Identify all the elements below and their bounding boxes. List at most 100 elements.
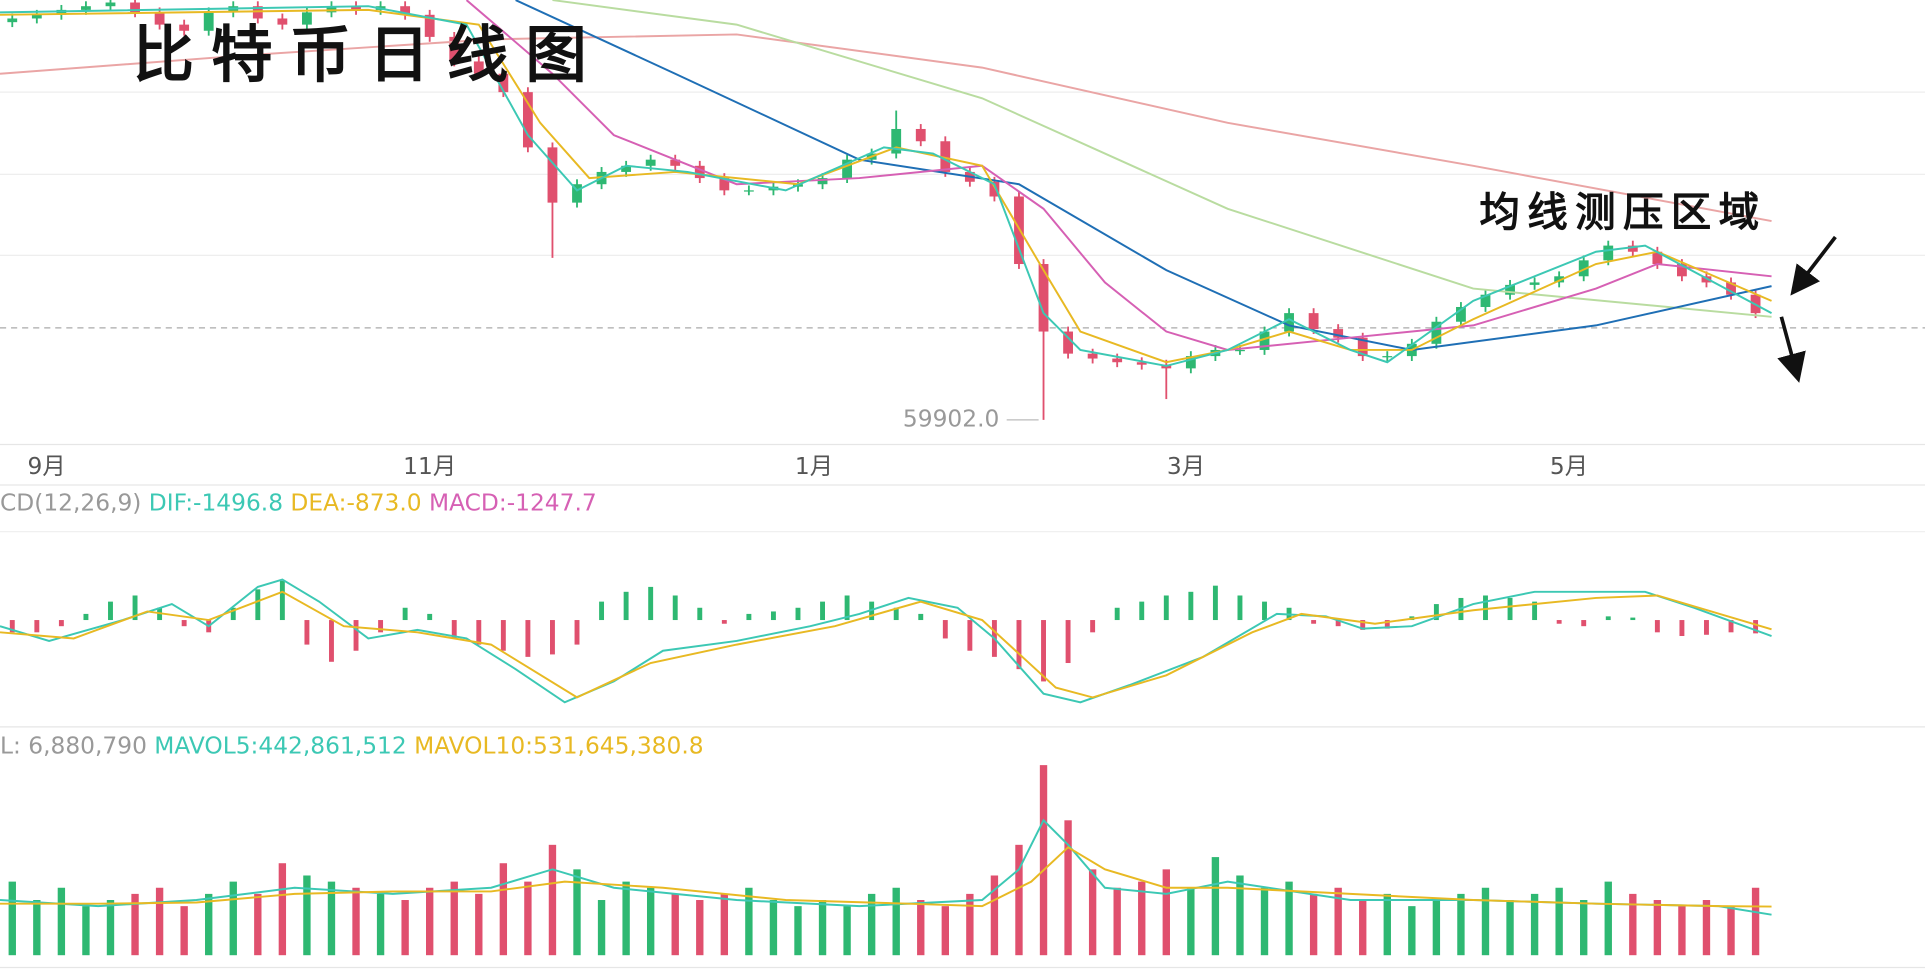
- volume-bar: [1138, 881, 1146, 956]
- candle-body: [1505, 284, 1515, 295]
- volume-bar: [1211, 857, 1220, 956]
- macd-bar: [1728, 620, 1734, 633]
- macd-bar: [1041, 620, 1046, 682]
- candle-body: [547, 147, 558, 203]
- volume-bar: [475, 893, 483, 956]
- volume-average: [0, 846, 1772, 908]
- macd-bar: [1704, 620, 1709, 635]
- volume-bar: [1015, 844, 1023, 956]
- candle-body: [1063, 331, 1073, 354]
- volume-bar: [917, 900, 925, 956]
- macd-bar: [918, 613, 924, 621]
- volume-bar: [1408, 906, 1416, 956]
- candle-body: [645, 159, 656, 166]
- macd-bar: [1384, 620, 1390, 629]
- macd-bar: [648, 586, 654, 621]
- volume-bar: [1113, 887, 1121, 956]
- candle-body: [719, 178, 730, 191]
- candle-body: [1136, 362, 1147, 365]
- volume-bar: [622, 881, 630, 956]
- candle-body: [1603, 245, 1614, 261]
- macd-bar: [820, 601, 825, 621]
- volume-bar: [106, 900, 115, 956]
- header-item: MAVOL10:531,645,380.8: [414, 732, 704, 759]
- candle-body: [498, 73, 509, 93]
- candle-body: [915, 128, 926, 142]
- candle-body: [81, 6, 91, 10]
- volume-bar: [696, 900, 704, 956]
- candle-body: [1726, 282, 1736, 295]
- volume-bar: [1580, 900, 1588, 956]
- candle-body: [1652, 251, 1663, 265]
- volume-bar: [499, 863, 508, 956]
- candle-body: [572, 184, 582, 203]
- macd-bar: [721, 620, 727, 624]
- volume-bar: [82, 906, 90, 956]
- volume-bar: [8, 881, 16, 956]
- macd-bar: [1433, 604, 1439, 621]
- macd-bar: [255, 589, 261, 621]
- volume-bar: [597, 900, 606, 956]
- volume-bar: [1432, 900, 1441, 956]
- candle-body: [1333, 329, 1344, 338]
- macd-bar: [1114, 607, 1120, 621]
- macd-bar: [1090, 620, 1096, 633]
- candle-body: [1578, 260, 1589, 277]
- macd-bar: [58, 620, 64, 627]
- volume-bar: [180, 906, 188, 956]
- candle-body: [449, 36, 460, 62]
- candle-body: [1284, 313, 1294, 332]
- volume-bar: [155, 887, 164, 956]
- macd-bar: [83, 613, 89, 621]
- macd-bar: [1556, 620, 1562, 624]
- volume-bar: [1727, 906, 1735, 956]
- macd-bar: [181, 620, 187, 627]
- macd-bar: [1335, 620, 1341, 627]
- macd-line: [0, 590, 1772, 699]
- volume-bar: [720, 893, 729, 956]
- volume-bar: [892, 887, 900, 956]
- candle-body: [891, 128, 902, 154]
- macd-bar: [9, 620, 15, 633]
- moving-average: [0, 8, 1772, 364]
- macd-bar: [230, 607, 236, 621]
- volume-bar: [1039, 765, 1048, 956]
- arrow: [1790, 235, 1837, 296]
- volume-bar: [769, 900, 778, 956]
- volume-bar: [1236, 875, 1244, 956]
- macd-bar: [1237, 595, 1243, 621]
- candle-body: [203, 12, 214, 31]
- volume-bar: [278, 863, 287, 956]
- volume-bar: [1309, 893, 1318, 956]
- volume-bar: [327, 881, 336, 956]
- macd-bar: [279, 580, 285, 621]
- moving-average: [0, 5, 1773, 367]
- volume-bar: [1187, 887, 1195, 956]
- volume-bar: [941, 906, 949, 956]
- x-tick-label: 11月: [403, 453, 456, 480]
- candle-body: [1038, 264, 1049, 332]
- candle-body: [1677, 264, 1687, 277]
- macd-bar: [1212, 585, 1218, 621]
- x-tick-label: 5月: [1550, 453, 1588, 480]
- candle-body: [1185, 356, 1196, 369]
- macd-bar: [402, 607, 408, 621]
- volume-bar: [1555, 887, 1563, 956]
- volume-bar: [745, 887, 753, 956]
- annotation: 均线测压区域: [1479, 190, 1766, 235]
- volume-bar: [450, 881, 458, 956]
- volume-bar: [401, 900, 409, 956]
- x-tick-label: 3月: [1167, 453, 1205, 480]
- volume-bar: [352, 887, 360, 956]
- candle-body: [130, 2, 140, 13]
- macd-bar: [770, 611, 776, 621]
- macd-bar: [1311, 620, 1317, 624]
- volume-bar: [229, 881, 237, 956]
- volume-bar: [1457, 893, 1465, 956]
- volume-bar: [57, 887, 66, 956]
- volume-bar: [303, 875, 311, 956]
- macd-bar: [1605, 616, 1611, 621]
- volume-bar: [1678, 906, 1686, 956]
- pane-header: L: 6,880,790 MAVOL5:442,861,512 MAVOL10:53…: [0, 732, 704, 759]
